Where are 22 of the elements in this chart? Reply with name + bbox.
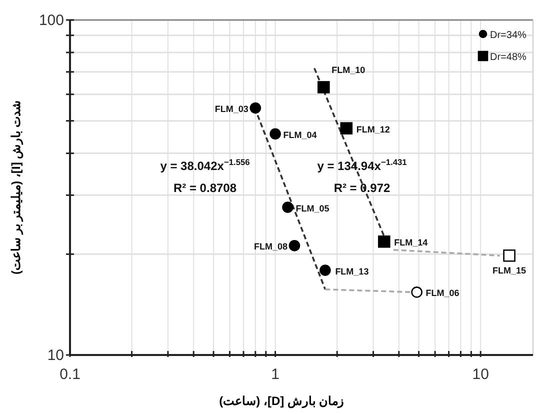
annotation: FLM_14	[394, 238, 428, 248]
legend-label: Dr=34%	[490, 30, 527, 41]
x-axis-title: زمان بارش [D]، (ساعت)	[219, 394, 344, 409]
annotation: FLM_04	[283, 130, 317, 140]
annotation: FLM_08	[254, 242, 288, 252]
annotation: R² = 0.972	[334, 181, 391, 195]
annotation: y = 38.042x$^{−1.556}$	[160, 157, 250, 173]
annotation: FLM_06	[426, 288, 460, 298]
annotation: FLM_15	[492, 266, 526, 276]
annotation: FLM_13	[335, 266, 369, 276]
x-tick-label: 10	[472, 366, 489, 383]
annotation: FLM_12	[356, 124, 390, 134]
annotation: y = 134.94x$^{−1.431}$	[317, 157, 408, 173]
y-axis-title: شدت بارش [I]، (میلیمتر بر ساعت)	[9, 100, 24, 275]
annotation: FLM_03	[214, 104, 248, 114]
x-tick-label: 1	[271, 366, 280, 383]
y-tick-label: 100	[38, 12, 64, 29]
annotation: FLM_05	[296, 203, 330, 214]
annotation: R² = 0.8708	[173, 181, 237, 195]
annotation: FLM_10	[332, 65, 366, 76]
x-tick-label: 0.1	[60, 366, 80, 383]
legend-label: Dr=48%	[490, 52, 527, 63]
